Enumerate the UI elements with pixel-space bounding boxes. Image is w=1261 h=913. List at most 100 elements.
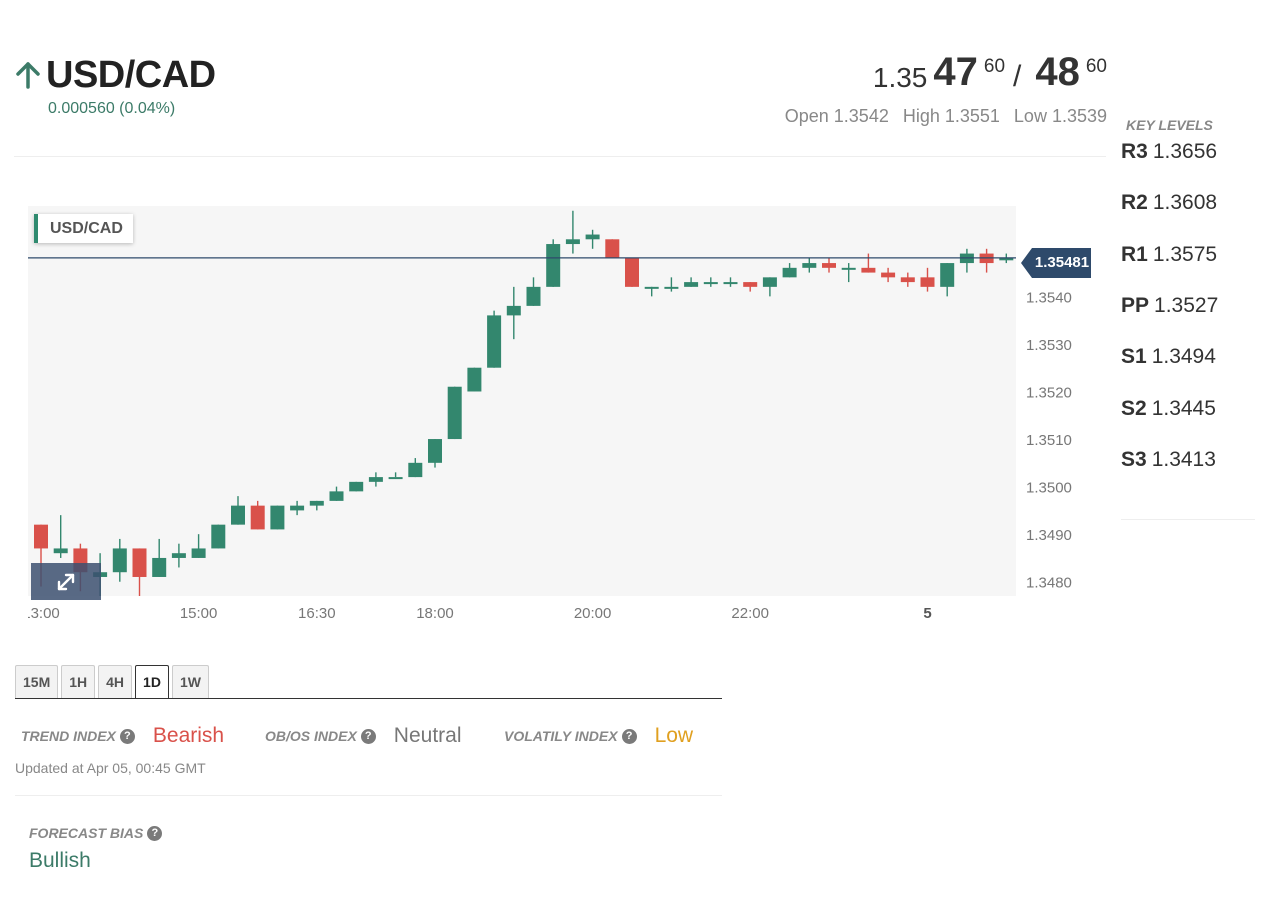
candle-body	[211, 524, 226, 549]
key-level-name: S3	[1121, 448, 1147, 471]
help-icon[interactable]: ?	[147, 825, 163, 841]
candle-body	[920, 277, 935, 287]
candle-body	[231, 505, 245, 525]
low-value: Low 1.3539	[1013, 106, 1107, 126]
candle-body	[290, 505, 305, 511]
candle-body	[841, 267, 856, 270]
candle-body	[250, 505, 265, 530]
candle-body	[762, 277, 777, 287]
y-tick-label: 1.3480	[1026, 575, 1072, 592]
forecast-bias-header: FORECAST BIAS ?	[29, 825, 180, 841]
x-tick-label: 13:00	[28, 605, 60, 622]
candle-body	[723, 282, 738, 285]
candle-body	[191, 548, 206, 558]
trend-index-label: TREND INDEX	[21, 728, 116, 744]
y-tick-label: 1.3520	[1026, 384, 1072, 401]
bid-ask-quote: 1.35 47 60 / 48 60	[873, 50, 1107, 95]
key-level-pp: PP 1.3527	[1121, 294, 1218, 318]
key-level-value: 1.3575	[1152, 243, 1218, 266]
volatility-index-label: VOLATILY INDEX	[504, 728, 618, 744]
candle-body	[447, 386, 462, 440]
key-level-value: 1.3445	[1151, 397, 1216, 420]
volatility-index: VOLATILY INDEX ? Low	[504, 724, 693, 748]
key-level-name: R1	[1121, 243, 1148, 266]
candle-body	[309, 500, 324, 506]
help-icon[interactable]: ?	[621, 728, 637, 744]
plot-background	[28, 206, 1016, 596]
x-tick-label: 5	[923, 605, 931, 622]
candle-body	[940, 263, 955, 287]
y-tick-label: 1.3510	[1026, 432, 1072, 449]
candle-body	[467, 367, 482, 392]
candle-body	[585, 234, 600, 240]
y-tick-label: 1.3490	[1026, 527, 1072, 544]
tab-1d[interactable]: 1D	[135, 665, 169, 698]
candle-body	[684, 282, 699, 287]
key-level-value: 1.3413	[1151, 448, 1216, 471]
timeframe-tabs: 15M 1H 4H 1D 1W	[15, 665, 209, 698]
candle-body	[526, 286, 541, 306]
candle-body	[743, 282, 758, 287]
key-level-name: R3	[1121, 140, 1148, 163]
key-level-s3: S3 1.3413	[1121, 448, 1216, 472]
candle-body	[270, 505, 285, 530]
x-tick-label: 18:00	[416, 605, 454, 622]
ask-pipette: 60	[1085, 56, 1107, 77]
key-levels-title: KEY LEVELS	[1126, 117, 1213, 133]
forecast-bias-label: FORECAST BIAS	[29, 825, 144, 841]
pair-title: USD/CAD	[46, 53, 216, 96]
trend-index: TREND INDEX ? Bearish	[21, 724, 224, 748]
volatility-index-value: Low	[654, 724, 694, 747]
candle-body	[546, 244, 561, 287]
candle-body	[565, 239, 580, 245]
price-chart[interactable]: 1.3540 1.3530 1.3520 1.3510 1.3500 1.3490 1.34…	[28, 206, 1101, 626]
candle-body	[644, 286, 659, 289]
header-divider	[14, 156, 1106, 157]
key-level-r2: R2 1.3608	[1121, 191, 1217, 215]
candle-body	[329, 491, 344, 501]
key-level-value: 1.3656	[1152, 140, 1218, 163]
candle-body	[625, 258, 639, 287]
bid-pipette: 60	[983, 56, 1006, 77]
tab-15m[interactable]: 15M	[15, 665, 59, 698]
candle-body	[900, 277, 915, 283]
ask-big-figure: 48	[1035, 50, 1080, 94]
tab-1h[interactable]: 1H	[61, 665, 96, 698]
key-level-name: PP	[1121, 294, 1150, 317]
y-tick-label: 1.3500	[1026, 480, 1072, 497]
candle-body	[487, 315, 502, 368]
key-level-value: 1.3608	[1152, 191, 1218, 214]
y-tick-label: 1.3540	[1026, 289, 1072, 306]
tab-1w[interactable]: 1W	[171, 665, 209, 698]
key-level-r3: R3 1.3656	[1121, 140, 1217, 164]
bid-big-figure: 47	[933, 50, 978, 94]
key-level-s2: S2 1.3445	[1121, 397, 1216, 421]
help-icon[interactable]: ?	[360, 728, 376, 744]
expand-chart-button[interactable]	[31, 563, 101, 600]
current-price-tag: 1.35481	[1021, 248, 1091, 278]
arrow-up-icon	[16, 62, 40, 89]
candle-body	[171, 553, 186, 558]
candle-body	[605, 239, 620, 259]
quote-separator: /	[1013, 60, 1022, 93]
x-tick-label: 16:30	[298, 605, 336, 622]
key-levels-divider	[1121, 519, 1255, 520]
ohl-stats: Open 1.3542 High 1.3551 Low 1.3539	[785, 106, 1107, 127]
forecast-bias-value: Bullish	[29, 849, 91, 872]
x-tick-label: 20:00	[574, 605, 612, 622]
pair-header: USD/CAD	[14, 52, 216, 98]
y-tick-label: 1.3530	[1026, 337, 1072, 354]
candle-body	[782, 267, 797, 278]
tab-4h[interactable]: 4H	[98, 665, 133, 698]
obos-index-value: Neutral	[393, 724, 462, 747]
obos-index-label: OB/OS INDEX	[265, 728, 357, 744]
candle-body	[822, 263, 836, 268]
candle-body	[881, 272, 896, 278]
candle-body	[112, 548, 127, 573]
help-icon[interactable]: ?	[119, 728, 135, 744]
key-level-name: S1	[1121, 345, 1147, 368]
chart-pair-tag: USD/CAD	[34, 214, 133, 243]
price-tag-shape	[1021, 248, 1091, 278]
candle-body	[506, 305, 521, 316]
trend-index-value: Bearish	[152, 724, 225, 747]
